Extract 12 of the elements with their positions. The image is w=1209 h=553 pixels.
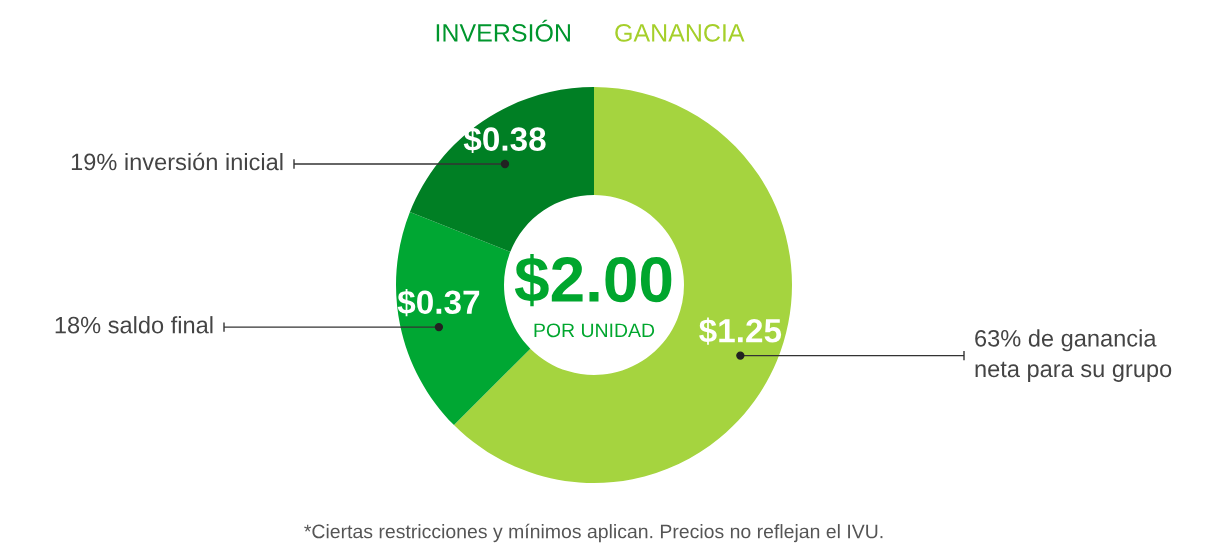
data-label: $1.25: [699, 317, 782, 345]
text: POR UNIDAD: [534, 323, 655, 338]
donut-slice: [409, 87, 594, 252]
text: *Ciertas restricciones y mínimos aplican. Precios no reflejan el IVU.: [304, 523, 883, 543]
text: $2.00: [514, 254, 672, 307]
data-label: $0.38: [463, 125, 546, 154]
slice-label: 63% de ganancia neta para su grupo: [975, 329, 1172, 382]
text: INVERSIÓN: [436, 19, 570, 42]
slice-label: 19% inversión inicial: [71, 152, 283, 171]
data-label: $0.37: [397, 289, 480, 317]
slice-label: 18% saldo final: [55, 316, 213, 334]
text: GANANCIA: [615, 24, 745, 42]
